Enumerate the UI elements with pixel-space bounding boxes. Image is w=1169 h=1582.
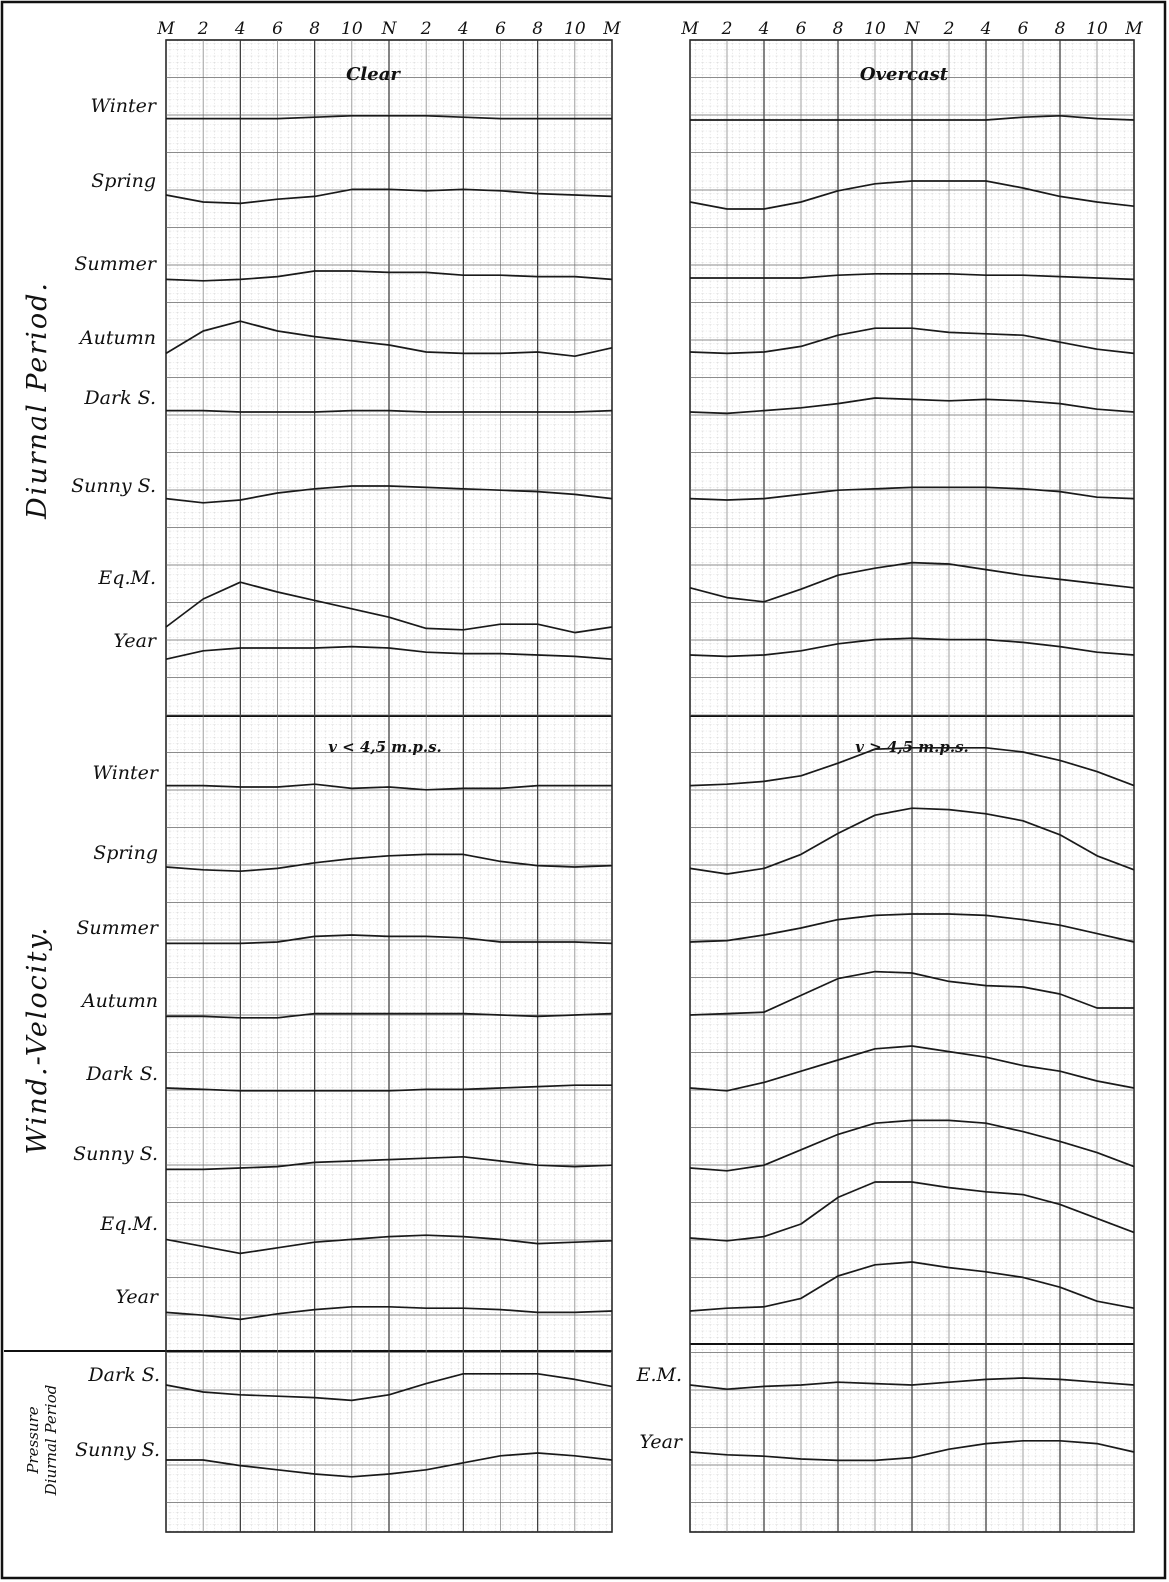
series-line-autumn <box>689 327 1135 355</box>
row-label: Dark S. <box>83 387 156 409</box>
x-tick-label: N <box>904 19 921 39</box>
series-line-summer <box>689 913 1135 943</box>
series-line-summer <box>165 270 613 282</box>
x-tick-label: 10 <box>564 19 586 39</box>
x-tick-label: 2 <box>420 19 432 39</box>
x-axis-ticks-right: M 2 4 6 8 10 N 2 4 6 8 10 M <box>680 19 1143 39</box>
x-tick-label: 6 <box>495 19 506 39</box>
row-label: Sunny S. <box>75 1439 160 1461</box>
series-line-dark-s <box>166 409 613 413</box>
pressure-label-line1: Pressure <box>24 1406 42 1474</box>
row-label: Spring <box>91 170 156 192</box>
row-label: E.M. <box>636 1364 682 1386</box>
row-labels: Winter Spring Summer Autumn Dark S. Sunny S. E… <box>71 95 684 1461</box>
x-tick-label: 8 <box>833 19 844 39</box>
series-line-winter <box>166 114 612 120</box>
x-tick-label: 8 <box>1055 19 1066 39</box>
row-label: Autumn <box>78 327 156 349</box>
x-tick-label: M <box>1124 19 1143 39</box>
series-line-autumn <box>166 1012 613 1019</box>
series-line-autumn <box>165 320 613 358</box>
x-tick-label: 8 <box>309 19 320 39</box>
series-line-year <box>165 645 613 661</box>
x-tick-label: 2 <box>721 19 733 39</box>
row-label: Winter <box>91 95 158 117</box>
series-line-sunny-s <box>689 1119 1135 1172</box>
x-tick-label: 4 <box>980 19 992 39</box>
x-tick-label: 2 <box>943 19 955 39</box>
series-line-e-m <box>689 1377 1135 1391</box>
row-label: Spring <box>93 842 158 864</box>
x-tick-label: 10 <box>864 19 886 39</box>
row-label: Year <box>113 630 157 652</box>
series-line-sunny-s <box>166 1452 613 1478</box>
x-tick-label: 2 <box>197 19 209 39</box>
x-tick-label: 4 <box>457 19 469 39</box>
row-label: Autumn <box>80 990 158 1012</box>
series-line-dark-s <box>165 1372 613 1402</box>
series-line-year <box>165 1305 613 1321</box>
pressure-label-line2: Diurnal Period <box>42 1385 60 1497</box>
x-axis-ticks-left: M 2 4 6 8 10 N 2 4 6 8 10 M <box>156 19 621 39</box>
row-label: Summer <box>76 917 160 939</box>
series-line-winter <box>690 114 1135 121</box>
x-tick-label: 8 <box>532 19 543 39</box>
series-line-year <box>689 1261 1135 1312</box>
x-tick-label: 10 <box>341 19 363 39</box>
series-line-sunny-s <box>689 486 1135 501</box>
series-line-spring <box>689 180 1135 210</box>
row-label: Dark S. <box>87 1364 160 1386</box>
clear-title: Clear <box>346 64 401 85</box>
series-line-year <box>689 637 1135 658</box>
series-line-eq-m <box>165 581 613 634</box>
row-label: Eq.M. <box>99 1213 158 1235</box>
series-line-year <box>689 1439 1135 1462</box>
row-label: Sunny S. <box>71 475 156 497</box>
series-line-summer <box>166 934 613 945</box>
series-lines <box>165 114 1135 1478</box>
x-tick-label: M <box>156 19 175 39</box>
row-label: Winter <box>93 762 160 784</box>
series-line-eq-m <box>689 1181 1135 1242</box>
x-tick-label: 4 <box>234 19 246 39</box>
series-line-spring <box>165 853 613 873</box>
x-tick-label: N <box>381 19 398 39</box>
low-wind-title: v < 4,5 m.p.s. <box>328 738 442 756</box>
series-line-spring <box>689 807 1135 875</box>
x-tick-label: M <box>680 19 699 39</box>
series-line-sunny-s <box>166 1155 613 1171</box>
series-line-winter <box>689 746 1135 787</box>
series-line-autumn <box>689 970 1134 1016</box>
row-label: Dark S. <box>85 1063 158 1085</box>
series-line-dark-s <box>165 1084 612 1092</box>
x-tick-label: 4 <box>758 19 770 39</box>
wind-velocity-label: Wind.-Velocity. <box>22 925 53 1154</box>
row-label: Eq.M. <box>97 567 156 589</box>
series-line-eq-m <box>165 1234 613 1255</box>
overcast-title: Overcast <box>860 64 949 85</box>
series-line-dark-s <box>689 397 1135 415</box>
series-line-eq-m <box>689 561 1135 603</box>
series-line-sunny-s <box>165 485 613 504</box>
diurnal-period-label: Diurnal Period. <box>22 281 53 520</box>
x-tick-label: 10 <box>1086 19 1108 39</box>
series-line-summer <box>690 272 1135 281</box>
row-label: Summer <box>74 253 158 275</box>
x-tick-label: 6 <box>1018 19 1029 39</box>
row-label: Year <box>639 1431 683 1453</box>
row-label: Year <box>115 1286 159 1308</box>
series-line-winter <box>166 783 612 791</box>
x-tick-label: 6 <box>796 19 807 39</box>
x-tick-label: M <box>602 19 621 39</box>
x-tick-label: 6 <box>272 19 283 39</box>
series-line-spring <box>165 188 613 205</box>
row-label: Sunny S. <box>73 1143 158 1165</box>
series-line-dark-s <box>689 1045 1135 1092</box>
